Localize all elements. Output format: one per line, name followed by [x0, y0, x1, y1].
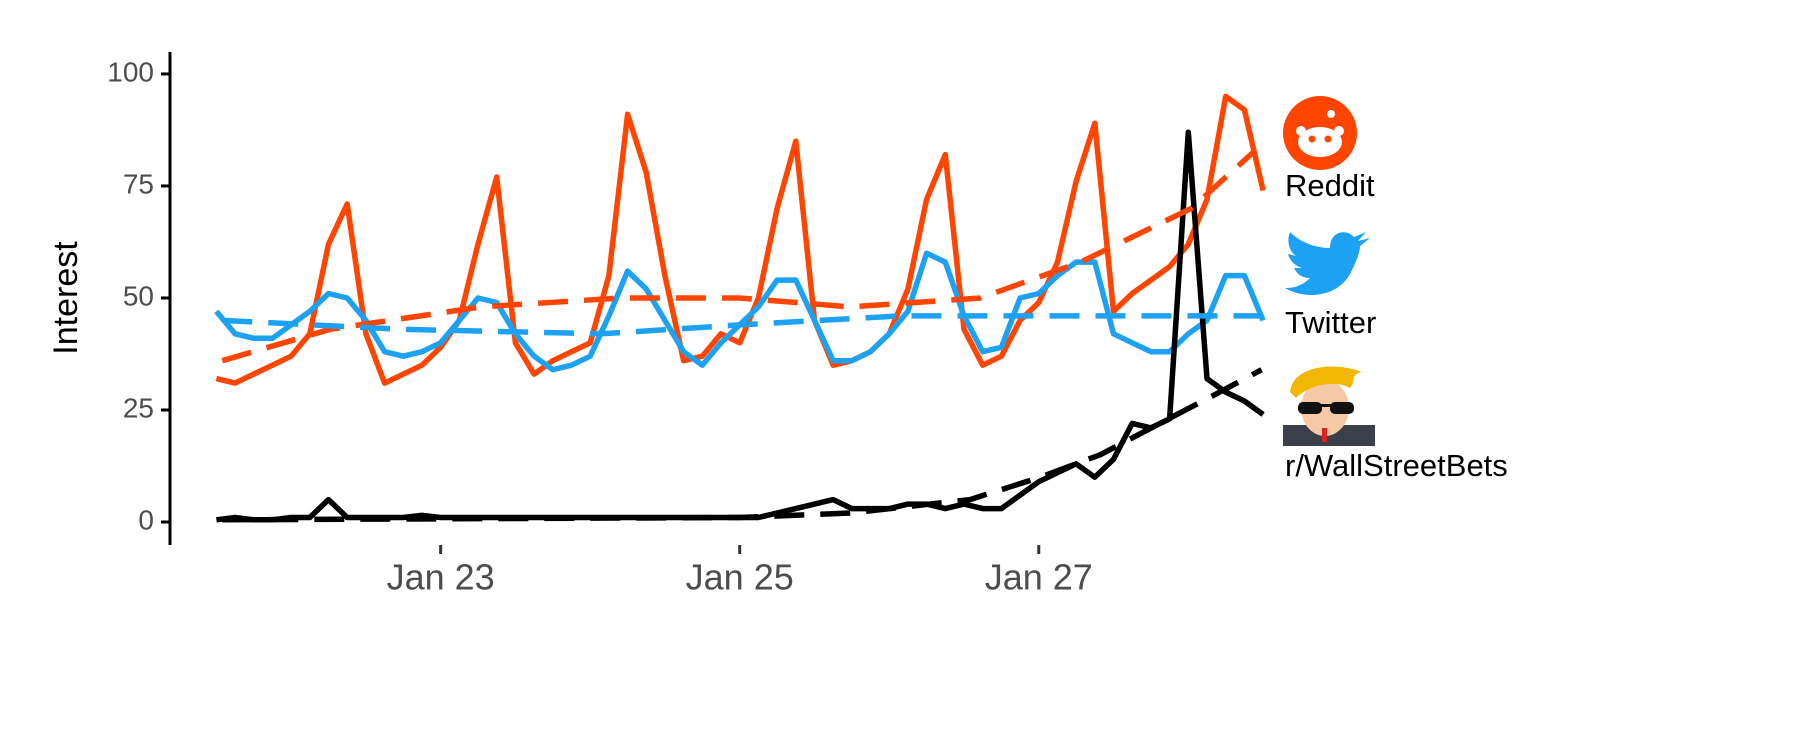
x-tick-label: Jan 27 — [985, 557, 1093, 598]
series-label: r/WallStreetBets — [1285, 448, 1508, 483]
series-label: Twitter — [1285, 305, 1376, 340]
trend-line — [222, 313, 1262, 337]
series-label: Reddit — [1285, 168, 1375, 203]
series-line — [215, 93, 1266, 386]
x-tick-label: Jan 23 — [387, 557, 495, 598]
twitter-icon — [1285, 232, 1370, 295]
y-tick-label: 100 — [107, 56, 154, 87]
wsb-icon — [1283, 366, 1375, 446]
y-tick-label: 50 — [123, 280, 154, 311]
y-tick-label: 0 — [138, 504, 154, 535]
y-axis-label: Interest — [47, 241, 85, 355]
reddit-icon — [1283, 96, 1357, 170]
y-tick-label: 25 — [123, 392, 154, 423]
trend-line — [221, 148, 1258, 364]
trend-line — [222, 367, 1263, 523]
y-tick-label: 75 — [123, 168, 154, 199]
x-tick-label: Jan 25 — [686, 557, 794, 598]
